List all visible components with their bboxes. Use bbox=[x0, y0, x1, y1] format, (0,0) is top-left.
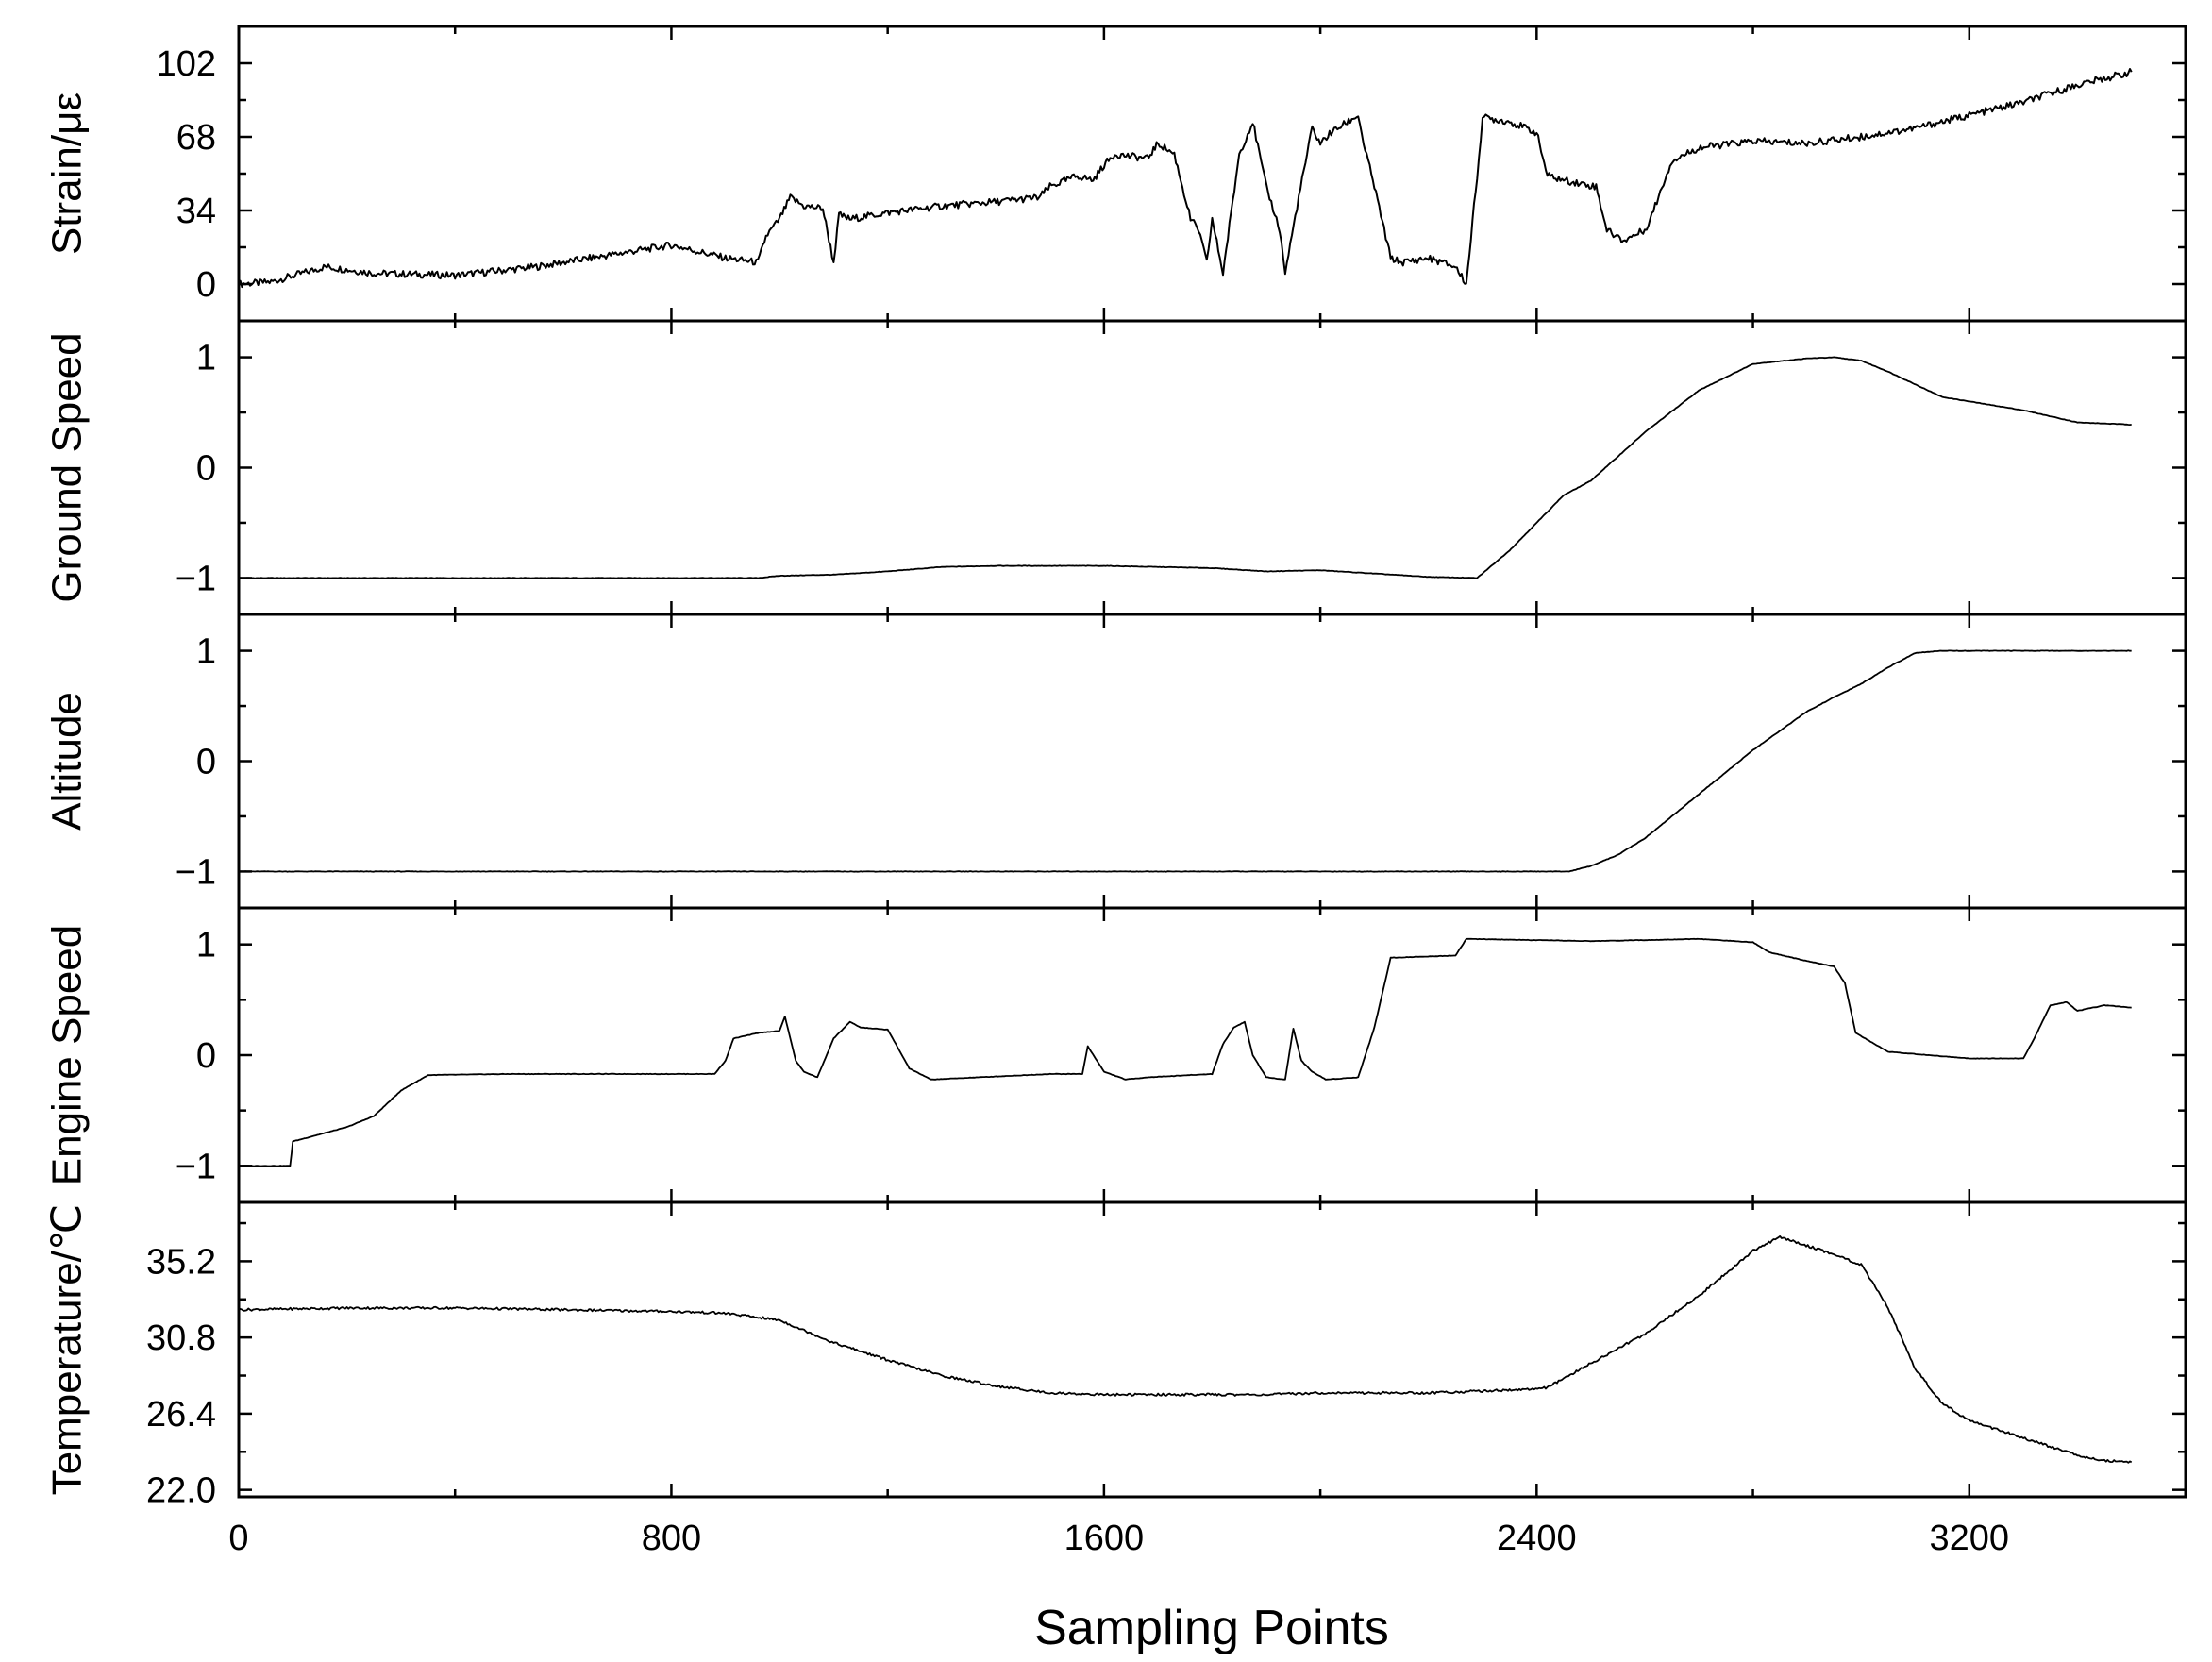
x-tick-label: 2400 bbox=[1497, 1519, 1577, 1558]
y-tick-label: 26.4 bbox=[146, 1395, 216, 1435]
series-line bbox=[238, 649, 2132, 873]
y-tick-label: 1 bbox=[196, 926, 216, 965]
panel-2: −1 0 1 Ground Speed bbox=[43, 319, 2187, 616]
y-axis-title: Ground Speed bbox=[43, 332, 90, 602]
series-line bbox=[238, 68, 2133, 289]
y-tick-label: −1 bbox=[176, 559, 216, 598]
panel-frame bbox=[237, 25, 2187, 323]
y-axis-title: Engine Speed bbox=[43, 925, 90, 1185]
y-axis-title: Temperature/℃ bbox=[43, 1204, 90, 1496]
y-tick-label: 0 bbox=[196, 449, 216, 489]
y-tick-label: 0 bbox=[196, 1036, 216, 1076]
x-tick-label: 800 bbox=[642, 1519, 701, 1558]
y-tick-label: 0 bbox=[196, 265, 216, 305]
y-tick-label: 0 bbox=[196, 743, 216, 782]
series-line bbox=[238, 937, 2132, 1167]
y-tick-label: 68 bbox=[176, 118, 216, 158]
panel-1: 0 34 68 102 Strain/με bbox=[43, 25, 2187, 323]
y-tick-label: −1 bbox=[176, 852, 216, 892]
y-tick-label: 1 bbox=[196, 339, 216, 378]
x-tick-label: 0 bbox=[228, 1519, 248, 1558]
series-line bbox=[238, 1235, 2133, 1464]
y-tick-label: 34 bbox=[176, 192, 216, 231]
panel-frame bbox=[237, 906, 2187, 1204]
y-tick-label: 22.0 bbox=[146, 1471, 216, 1511]
panel-4: −1 0 1 Engine Speed bbox=[43, 906, 2187, 1204]
y-tick-label: 30.8 bbox=[146, 1318, 216, 1358]
y-tick-label: −1 bbox=[176, 1147, 216, 1186]
x-tick-label: 3200 bbox=[1930, 1519, 2010, 1558]
series-line bbox=[238, 356, 2132, 579]
x-axis-title: Sampling Points bbox=[1034, 1601, 1389, 1655]
y-axis-title: Strain/με bbox=[43, 92, 90, 255]
x-tick-label: 1600 bbox=[1064, 1519, 1145, 1558]
y-axis-title: Altitude bbox=[43, 692, 90, 831]
panel-frame bbox=[237, 319, 2187, 616]
y-tick-label: 35.2 bbox=[146, 1242, 216, 1282]
panel-5: 22.0 26.4 30.8 35.2 Temperature/℃ bbox=[43, 1200, 2187, 1511]
y-tick-label: 102 bbox=[157, 44, 216, 84]
panel-frame bbox=[237, 1200, 2187, 1499]
panel-frame bbox=[237, 613, 2187, 910]
y-tick-label: 1 bbox=[196, 632, 216, 672]
panel-3: −1 0 1 Altitude bbox=[43, 613, 2187, 910]
